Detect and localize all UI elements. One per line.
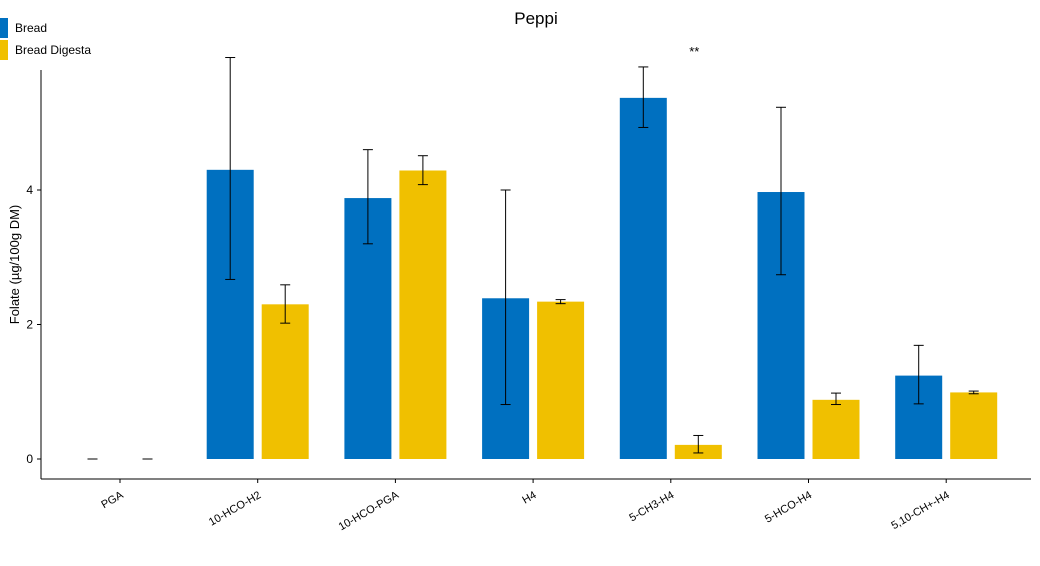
significance-annotation: ** (689, 44, 699, 59)
bar (261, 304, 309, 459)
bar (812, 399, 860, 459)
x-tick-label: 5-CH3-H4 (627, 489, 676, 524)
y-tick-label: 0 (26, 452, 33, 466)
legend-label-bread-digesta: Bread Digesta (15, 43, 92, 57)
y-tick-label: 4 (26, 183, 33, 197)
x-tick-label: 10-HCO-H2 (207, 489, 263, 528)
x-tick-label: 5,10-CH+-H4 (889, 489, 951, 532)
x-tick-label: H4 (520, 489, 538, 506)
y-axis-label: Folate (µg/100g DM) (7, 205, 22, 324)
chart-title: Peppi (514, 9, 557, 28)
x-tick-label: 5-HCO-H4 (763, 489, 814, 525)
x-tick-label: PGA (99, 489, 126, 511)
y-tick-label: 2 (26, 318, 33, 332)
bar (399, 170, 447, 459)
x-tick-label: 10-HCO-PGA (337, 489, 402, 533)
bar (950, 392, 998, 459)
bar (619, 97, 667, 460)
legend-label-bread: Bread (15, 21, 48, 35)
bar (537, 301, 585, 459)
legend-swatch-bread-digesta (0, 40, 8, 60)
legend-swatch-bread (0, 18, 8, 38)
